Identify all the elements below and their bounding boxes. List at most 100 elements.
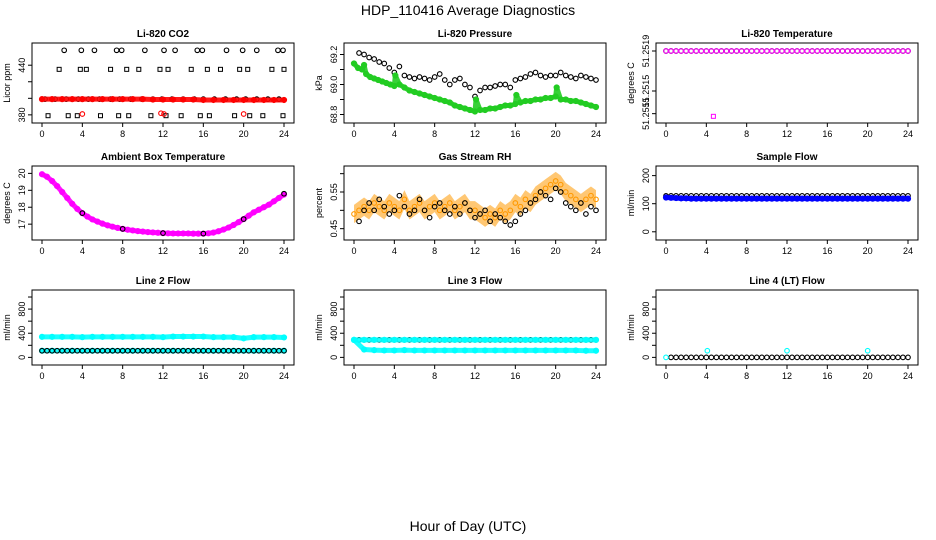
chart-title: Line 3 Flow	[448, 276, 503, 287]
data-point	[172, 47, 178, 54]
figure-title: HDP_110416 Average Diagnostics	[360, 2, 576, 18]
x-tick-label: 4	[392, 246, 397, 256]
x-tick-label: 4	[704, 371, 709, 381]
data-point	[210, 229, 217, 236]
data-point	[879, 354, 886, 361]
data-point	[824, 48, 831, 54]
x-tick-label: 20	[239, 371, 249, 381]
data-point	[129, 227, 136, 234]
x-tick-label: 4	[392, 129, 397, 139]
data-point	[587, 102, 595, 109]
data-point	[265, 201, 272, 208]
x-tick-label: 12	[158, 246, 168, 256]
data-point	[532, 196, 539, 203]
data-point	[793, 195, 801, 202]
data-point	[799, 195, 806, 202]
figure-x-axis-label: Hour of Day (UTC)	[409, 518, 527, 534]
data-point	[537, 72, 544, 79]
data-point	[794, 354, 800, 361]
x-tick-label: 0	[351, 129, 356, 139]
data-point	[281, 347, 287, 354]
data-series	[350, 336, 600, 343]
data-point	[391, 203, 398, 210]
data-point	[567, 97, 574, 105]
data-point	[733, 195, 740, 202]
y-tick-label: 0.45	[329, 220, 339, 238]
data-point	[753, 195, 760, 202]
data-point	[593, 207, 599, 214]
data-point	[890, 354, 896, 361]
x-tick-label: 12	[470, 371, 480, 381]
data-point	[38, 171, 46, 178]
series-line	[40, 171, 286, 237]
data-point	[280, 47, 286, 54]
data-point	[260, 334, 267, 341]
data-point	[723, 48, 730, 54]
data-point	[164, 230, 172, 237]
data-point	[441, 336, 448, 343]
data-point	[844, 354, 851, 361]
y-tick-label: 400	[641, 326, 651, 341]
y-axis-label: degrees C	[2, 182, 12, 224]
data-point	[678, 354, 684, 361]
data-point	[158, 110, 164, 117]
chart-title: Sample Flow	[756, 152, 817, 163]
data-point	[532, 336, 539, 343]
data-point	[446, 211, 453, 217]
x-tick-label: 20	[863, 246, 873, 256]
data-point	[512, 200, 519, 206]
data-point	[562, 96, 569, 103]
data-point	[708, 195, 715, 202]
data-point	[723, 195, 730, 202]
plot-frame	[31, 42, 295, 124]
data-point	[255, 206, 262, 213]
data-point	[774, 354, 780, 361]
x-tick-label: 12	[158, 371, 168, 381]
x-tick-label: 20	[551, 246, 561, 256]
data-point	[583, 211, 589, 217]
x-tick-label: 20	[551, 371, 561, 381]
data-point	[270, 334, 278, 341]
chart-panel-5: Gas Stream RH percent 0 4 8 12 16 20 24 0.45 0.55	[314, 152, 607, 256]
data-point	[578, 72, 584, 79]
data-point	[381, 347, 388, 354]
data-point	[149, 229, 157, 236]
data-point	[426, 93, 433, 100]
data-point	[532, 69, 539, 76]
y-axis-label: ml/min	[626, 190, 636, 217]
data-point	[753, 48, 760, 54]
data-point	[406, 87, 413, 94]
data-point	[431, 74, 438, 80]
data-point	[487, 218, 493, 225]
data-point	[763, 354, 770, 361]
data-point	[237, 66, 243, 72]
data-point	[869, 48, 876, 54]
data-point	[431, 347, 438, 354]
data-point	[874, 48, 881, 54]
data-point	[74, 205, 81, 213]
x-tick-label: 24	[903, 371, 913, 381]
y-tick-label: 51.2515	[641, 75, 651, 108]
data-point	[471, 108, 479, 115]
data-point	[200, 333, 207, 340]
data-point	[859, 195, 866, 202]
data-point	[829, 195, 836, 202]
data-point	[527, 200, 534, 206]
data-point	[180, 333, 187, 340]
data-point	[441, 207, 448, 214]
data-series	[56, 66, 287, 72]
data-point	[819, 48, 826, 54]
y-tick-label: 0	[641, 229, 651, 234]
y-tick-label: 17	[17, 219, 27, 229]
data-point	[864, 347, 871, 354]
x-tick-label: 0	[351, 371, 356, 381]
data-point	[396, 63, 403, 70]
data-point	[401, 196, 408, 203]
y-tick-label: 200	[641, 168, 651, 183]
data-point	[392, 72, 399, 79]
y-axis-label: kPa	[314, 75, 324, 91]
data-point	[69, 200, 76, 207]
data-point	[462, 200, 468, 206]
y-tick-label: 68.8	[329, 106, 339, 124]
x-tick-label: 0	[663, 246, 668, 256]
